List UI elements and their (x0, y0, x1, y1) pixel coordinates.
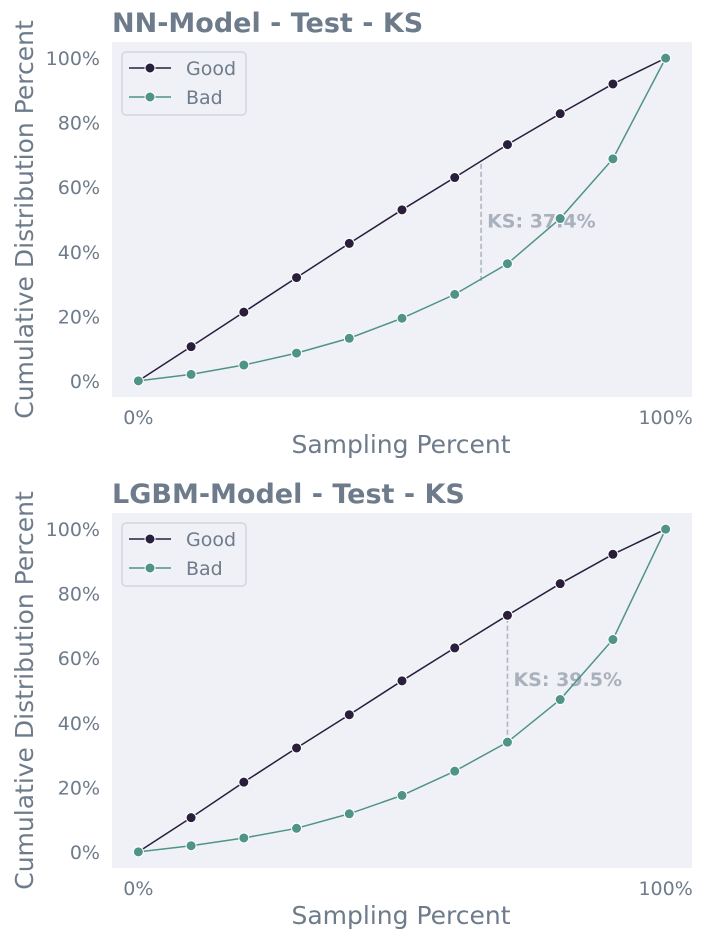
data-point-bad (291, 822, 303, 834)
y-tick-label: 40% (58, 713, 100, 735)
x-tick-label: 100% (638, 878, 692, 900)
y-tick-label: 80% (58, 584, 100, 606)
x-tick-label: 0% (123, 878, 153, 900)
data-point-good (396, 675, 408, 687)
legend-label-good: Good (186, 58, 236, 80)
legend-label-bad: Bad (186, 87, 223, 109)
ks-label: KS: 37.4% (487, 210, 596, 232)
data-point-bad (554, 213, 566, 225)
legend: Good Bad (121, 522, 247, 587)
y-tick-label: 20% (58, 306, 100, 328)
legend-swatch-marker (144, 91, 156, 103)
data-point-good (501, 609, 513, 621)
chart-panel-1: NN-Model - Test - KS 0% 20% 40% 60% 80% 100% 0%… (10, 8, 693, 459)
data-point-bad (343, 808, 355, 820)
y-axis-label: Cumulative Distribution Percent (10, 20, 39, 419)
x-axis-label: Sampling Percent (291, 901, 510, 930)
data-point-bad (291, 347, 303, 359)
data-point-good (449, 642, 461, 654)
data-point-good (238, 776, 250, 788)
y-tick-label: 20% (58, 777, 100, 799)
data-point-bad (660, 523, 672, 535)
y-tick-label: 0% (70, 842, 100, 864)
data-point-good (607, 548, 619, 560)
legend-swatch-marker (144, 62, 156, 74)
legend: Good Bad (121, 51, 247, 116)
data-point-bad (396, 789, 408, 801)
data-point-bad (185, 368, 197, 380)
data-point-good (291, 272, 303, 284)
data-point-good (185, 812, 197, 824)
data-point-bad (607, 153, 619, 165)
data-point-good (396, 204, 408, 216)
legend-swatch-marker (144, 533, 156, 545)
data-point-good (554, 578, 566, 590)
data-point-bad (660, 52, 672, 64)
data-point-good (449, 172, 461, 184)
legend-label-bad: Bad (186, 558, 223, 580)
y-tick-label: 60% (58, 177, 100, 199)
ks-label: KS: 39.5% (513, 669, 622, 691)
data-point-bad (132, 846, 144, 858)
y-tick-label: 80% (58, 113, 100, 135)
chart-panel-2: LGBM-Model - Test - KS 0% 20% 40% 60% 80% 100%… (10, 479, 693, 930)
data-point-bad (449, 765, 461, 777)
y-tick-label: 100% (46, 519, 100, 541)
y-axis-label: Cumulative Distribution Percent (10, 491, 39, 890)
legend-swatch-marker (144, 562, 156, 574)
data-point-bad (238, 832, 250, 844)
data-point-good (607, 78, 619, 90)
data-point-good (238, 306, 250, 318)
data-point-bad (132, 375, 144, 387)
legend-label-good: Good (186, 529, 236, 551)
x-tick-label: 100% (638, 407, 692, 429)
data-point-bad (501, 736, 513, 748)
data-point-bad (554, 694, 566, 706)
x-axis-label: Sampling Percent (291, 430, 510, 459)
data-point-good (185, 341, 197, 353)
data-point-bad (396, 312, 408, 324)
x-tick-label: 0% (123, 407, 153, 429)
data-point-bad (449, 288, 461, 300)
data-point-good (501, 139, 513, 151)
data-point-bad (238, 359, 250, 371)
data-point-bad (343, 332, 355, 344)
data-point-good (291, 742, 303, 754)
y-tick-label: 100% (46, 48, 100, 70)
data-point-good (343, 237, 355, 249)
y-tick-label: 40% (58, 242, 100, 264)
data-point-bad (607, 634, 619, 646)
chart-title: LGBM-Model - Test - KS (112, 479, 465, 510)
y-tick-label: 60% (58, 648, 100, 670)
data-point-bad (185, 840, 197, 852)
chart-title: NN-Model - Test - KS (112, 8, 423, 39)
y-tick-label: 0% (70, 371, 100, 393)
data-point-bad (501, 258, 513, 270)
data-point-good (554, 108, 566, 120)
data-point-good (343, 709, 355, 721)
